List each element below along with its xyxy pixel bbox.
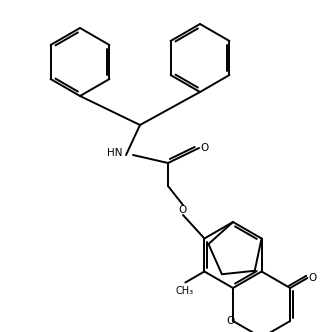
Text: O: O <box>179 205 187 215</box>
Text: O: O <box>308 273 317 283</box>
Text: O: O <box>201 143 209 153</box>
Text: HN: HN <box>107 148 123 158</box>
Text: O: O <box>227 316 235 326</box>
Text: CH₃: CH₃ <box>175 286 193 295</box>
